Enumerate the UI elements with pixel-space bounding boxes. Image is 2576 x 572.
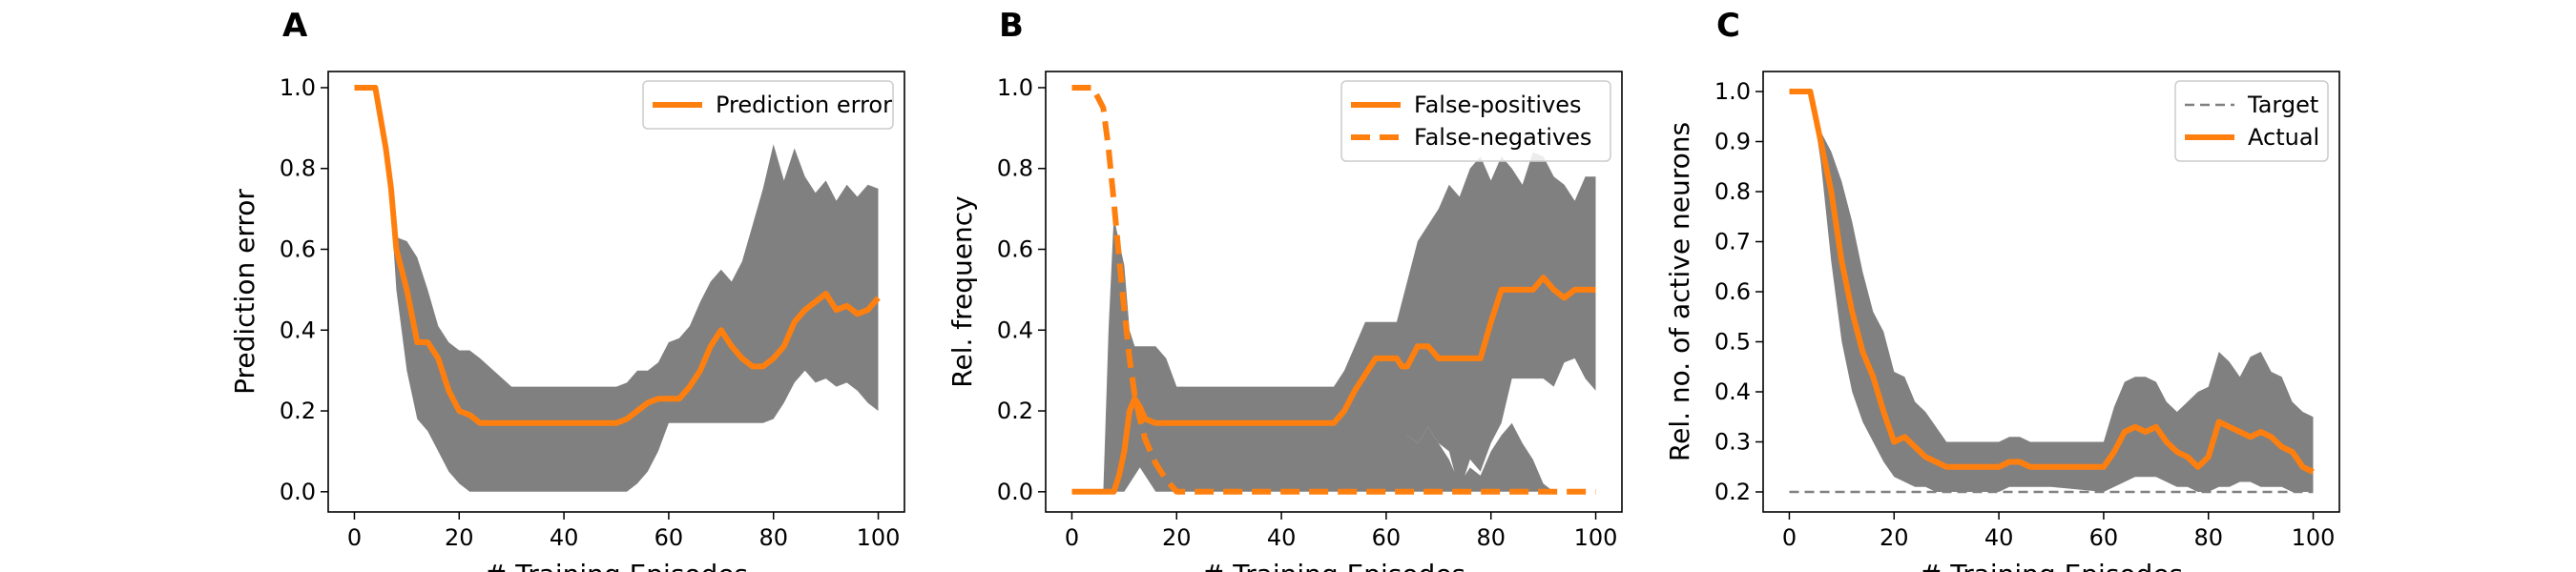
panel-a-axes-frame bbox=[327, 71, 905, 513]
panel-a: A 0 20 40 60 80 100 0.0 0.2 0.4 0.6 0.8 1.0 # Train… bbox=[229, 7, 905, 572]
panel-b: B 0 20 40 60 80 100 0.0 0.2 0.4 0.6 0.8 1.0 # Train… bbox=[946, 7, 1623, 572]
panel-a-x-tick-label: 20 bbox=[445, 524, 474, 551]
panel-b-x-tick-label: 80 bbox=[1476, 524, 1506, 551]
panel-b-legend-box bbox=[1340, 80, 1611, 162]
panel-c-legend-label: Target bbox=[2247, 92, 2318, 118]
panel-c-legend-box bbox=[2174, 80, 2329, 162]
panel-a-legend: Prediction error bbox=[642, 80, 894, 130]
panel-b-y-tick-label: 0.4 bbox=[997, 317, 1033, 343]
panel-c-x-tick-label: 100 bbox=[2292, 524, 2336, 551]
panel-b-series-false-positives bbox=[1071, 275, 1596, 495]
panel-b-x-tick-label: 0 bbox=[1065, 524, 1079, 551]
panel-c-x-axis-label: # Training Episodes bbox=[1920, 559, 2183, 572]
panel-a-y-tick-label: 0.0 bbox=[280, 479, 316, 505]
panel-c-x-tick-label: 20 bbox=[1880, 524, 1909, 551]
panel-a-error-band bbox=[354, 88, 879, 492]
panel-b-letter: B bbox=[999, 7, 1024, 45]
panel-c-y-tick-label: 0.6 bbox=[1714, 278, 1751, 305]
panel-b-y-tick-label: 0.6 bbox=[997, 235, 1033, 262]
panel-b-y-tick-label: 1.0 bbox=[997, 74, 1033, 101]
panel-b-x-tick-label: 40 bbox=[1267, 524, 1297, 551]
panel-a-y-tick-label: 1.0 bbox=[280, 74, 316, 101]
panel-c-y-tick-label: 0.5 bbox=[1714, 329, 1751, 356]
panel-a-x-tick-label: 60 bbox=[654, 524, 684, 551]
panel-b-error-band-secondary bbox=[1385, 422, 1554, 492]
panel-a-x-tick-label: 80 bbox=[758, 524, 788, 551]
panel-a-y-tick-label: 0.8 bbox=[280, 155, 316, 182]
panel-b-x-axis-label: # Training Episodes bbox=[1202, 559, 1465, 572]
panel-b-y-tick-label: 0.8 bbox=[997, 155, 1033, 182]
panel-b-error-band bbox=[1071, 152, 1596, 492]
panel-b-y-axis-label: Rel. frequency bbox=[946, 195, 978, 387]
panel-b-legend: False-positives False-negatives bbox=[1340, 80, 1611, 162]
panel-b-x-tick-label: 60 bbox=[1372, 524, 1402, 551]
panel-a-y-tick-label: 0.4 bbox=[280, 317, 316, 343]
panel-a-y-axis-label: Prediction error bbox=[229, 189, 260, 395]
panel-a-legend-box bbox=[642, 80, 894, 130]
panel-c-series-actual bbox=[1789, 89, 2315, 475]
panel-a-x-tick-label: 100 bbox=[857, 524, 901, 551]
panel-a-letter: A bbox=[282, 7, 308, 45]
panel-a-x-axis-label: # Training Episodes bbox=[485, 559, 748, 572]
panel-c-y-tick-label: 0.7 bbox=[1714, 229, 1751, 255]
panel-b-legend-label: False-negatives bbox=[1414, 124, 1591, 151]
panel-b-x-tick-label: 20 bbox=[1162, 524, 1192, 551]
panel-c-error-band bbox=[1789, 92, 2314, 492]
panel-c: C 0 20 40 60 80 100 0.2 0.3 0.4 0.5 0.6 0.7 0.8 0.9 1.… bbox=[1664, 7, 2340, 572]
panel-c-y-tick-label: 0.4 bbox=[1714, 378, 1751, 405]
panel-c-x-tick-label: 40 bbox=[1984, 524, 2014, 551]
panel-c-legend-label: Actual bbox=[2248, 124, 2319, 151]
panel-a-x-tick-label: 0 bbox=[347, 524, 362, 551]
panel-a-legend-label: Prediction error bbox=[716, 92, 892, 118]
panel-b-series-false-negatives bbox=[1071, 85, 1596, 495]
panel-c-letter: C bbox=[1716, 7, 1740, 45]
panel-b-legend-label: False-positives bbox=[1414, 92, 1582, 118]
panel-c-y-axis-label: Rel. no. of active neurons bbox=[1664, 122, 1695, 461]
panel-a-y-tick-label: 0.2 bbox=[280, 398, 316, 424]
panel-c-y-tick-label: 0.9 bbox=[1714, 129, 1751, 155]
panel-c-x-tick-label: 80 bbox=[2193, 524, 2223, 551]
panel-b-y-tick-label: 0.0 bbox=[997, 479, 1033, 505]
panel-a-y-tick-label: 0.6 bbox=[280, 235, 316, 262]
panel-c-legend: Target Actual bbox=[2174, 80, 2329, 162]
panel-c-y-tick-label: 0.3 bbox=[1714, 429, 1751, 456]
panel-a-x-tick-label: 40 bbox=[550, 524, 579, 551]
panel-c-x-tick-label: 0 bbox=[1782, 524, 1797, 551]
panel-c-y-tick-label: 0.2 bbox=[1714, 479, 1751, 505]
panel-b-x-tick-label: 100 bbox=[1574, 524, 1618, 551]
panel-b-axes-frame bbox=[1045, 71, 1623, 513]
panel-a-series-prediction-error bbox=[354, 85, 881, 426]
panel-b-y-tick-label: 0.2 bbox=[997, 398, 1033, 424]
panel-c-y-tick-label: 0.8 bbox=[1714, 178, 1751, 205]
panel-c-x-tick-label: 60 bbox=[2089, 524, 2119, 551]
panel-c-y-tick-label: 1.0 bbox=[1714, 78, 1751, 105]
panel-c-axes-frame bbox=[1762, 71, 2340, 513]
